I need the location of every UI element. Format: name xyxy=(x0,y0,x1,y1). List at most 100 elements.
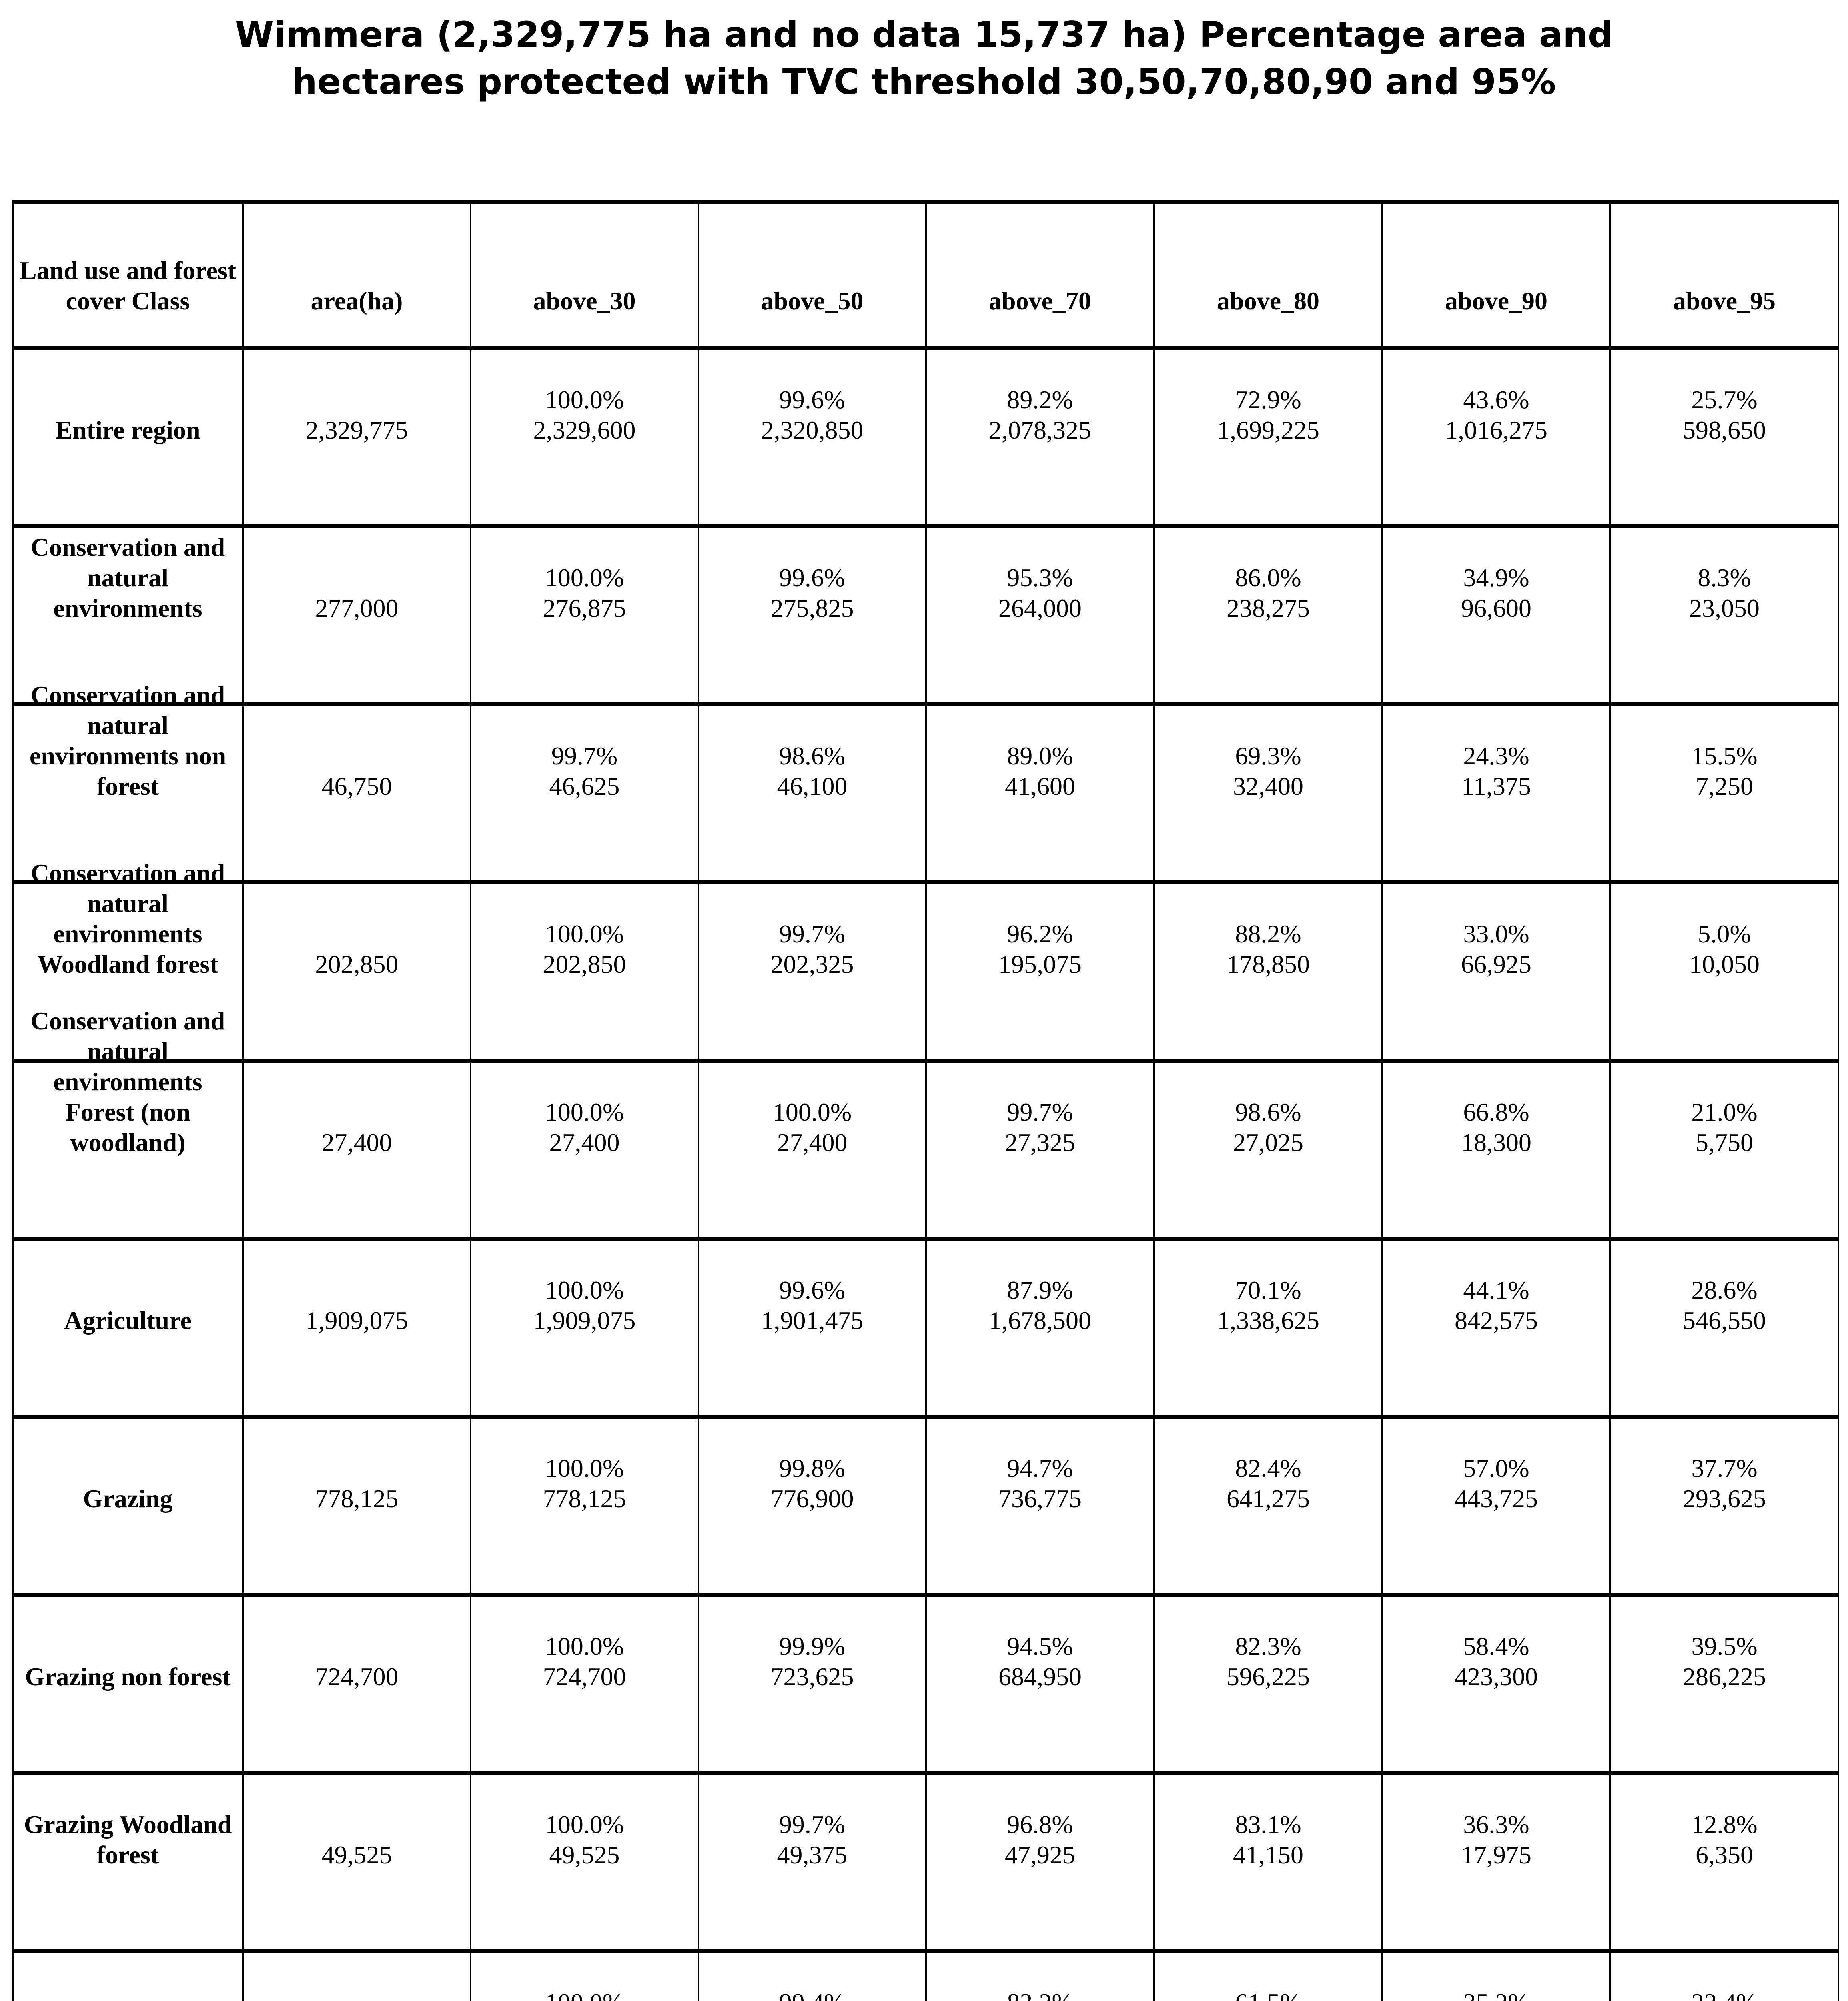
ha-value: 596,225 xyxy=(1227,1662,1310,1691)
ha-value: 2,320,850 xyxy=(761,415,864,444)
pct-value: 100.0% xyxy=(545,563,624,592)
ha-value: 723,625 xyxy=(770,1662,854,1691)
value-cell: 57.0% 443,725 xyxy=(1381,1415,1611,1597)
value-cell: 89.2% 2,078,325 xyxy=(925,346,1155,528)
pct-value: 35.2% xyxy=(1385,1987,1607,2001)
pct-value: 98.6% xyxy=(1235,1097,1301,1126)
ha-value: 195,075 xyxy=(998,950,1082,978)
value-cell: 94.5% 684,950 xyxy=(925,1593,1155,1775)
value-cell: 82.3% 596,225 xyxy=(1153,1593,1383,1775)
value-cell: 43.6% 1,016,275 xyxy=(1381,346,1611,528)
ha-value: 49,375 xyxy=(777,1840,848,1869)
header-above90: above_90 xyxy=(1381,200,1611,350)
pct-value: 100.0% xyxy=(545,1454,624,1482)
area-cell: 202,850 xyxy=(242,880,471,1063)
ha-value: 276,875 xyxy=(543,593,626,622)
header-above80: above_80 xyxy=(1153,200,1383,350)
area-value: 724,700 xyxy=(315,1662,399,1691)
pct-value: 70.1% xyxy=(1235,1275,1301,1304)
area-value: 1,909,075 xyxy=(305,1306,408,1335)
pct-value: 100.0% xyxy=(545,1632,624,1660)
value-cell: 83.2%936,525 xyxy=(925,1949,1155,2001)
header-label: above_30 xyxy=(533,287,636,315)
value-cell: 58.4% 423,300 xyxy=(1381,1593,1611,1775)
pct-value: 99.7% xyxy=(779,1810,846,1839)
value-cell: 100.0% 49,525 xyxy=(470,1771,699,1953)
ha-value: 238,275 xyxy=(1227,593,1310,622)
pct-value: 82.4% xyxy=(1235,1454,1301,1482)
ha-value: 41,600 xyxy=(1005,772,1075,800)
area-cell: 724,700 xyxy=(242,1593,471,1775)
ha-value: 684,950 xyxy=(998,1662,1082,1691)
value-cell: 8.3% 23,050 xyxy=(1609,524,1839,706)
value-cell: 86.0% 238,275 xyxy=(1153,524,1383,706)
area-cell: 2,329,775 xyxy=(242,346,471,528)
area-value: 46,750 xyxy=(321,772,392,800)
table-row: Conservation and natural environments 27… xyxy=(12,524,1839,706)
ha-value: 5,750 xyxy=(1696,1128,1753,1157)
pct-value: 57.0% xyxy=(1463,1454,1529,1482)
class-cell: Conservation and natural environments Wo… xyxy=(12,859,244,1063)
pct-value: 95.3% xyxy=(1007,563,1073,592)
class-label: Conservation and natural environments Wo… xyxy=(30,858,225,978)
header-label: Land use and forest cover Class xyxy=(19,256,237,315)
pct-value: 21.0% xyxy=(1691,1097,1758,1126)
ha-value: 724,700 xyxy=(543,1662,626,1691)
value-cell: 44.1% 842,575 xyxy=(1381,1237,1611,1419)
value-cell: 39.5% 286,225 xyxy=(1609,1593,1839,1775)
table-row: Entire region 2,329,775 100.0% 2,329,600 … xyxy=(12,346,1839,528)
header-class: Land use and forest cover Class xyxy=(12,200,244,350)
ha-value: 96,600 xyxy=(1461,593,1531,622)
ha-value: 2,329,600 xyxy=(533,415,636,444)
pct-value: 24.3% xyxy=(1463,741,1529,770)
value-cell: 98.6% 27,025 xyxy=(1153,1059,1383,1241)
ha-value: 1,678,500 xyxy=(989,1306,1091,1335)
ha-value: 264,000 xyxy=(998,593,1082,622)
value-cell: 100.0% 27,400 xyxy=(698,1059,927,1241)
pct-value: 66.8% xyxy=(1463,1097,1529,1126)
value-cell: 99.6% 1,901,475 xyxy=(698,1237,927,1419)
pct-value: 82.3% xyxy=(1235,1632,1301,1660)
pct-value: 34.9% xyxy=(1463,563,1529,592)
pct-value: 99.7% xyxy=(1007,1097,1073,1126)
pct-value: 96.2% xyxy=(1007,919,1073,948)
table-row: Conservation and natural environments no… xyxy=(12,681,1839,884)
pct-value: 83.2% xyxy=(929,1987,1151,2001)
ha-value: 546,550 xyxy=(1683,1306,1766,1335)
pct-value: 99.8% xyxy=(779,1454,846,1482)
ha-value: 842,575 xyxy=(1455,1306,1538,1335)
value-cell: 99.7% 46,625 xyxy=(470,702,699,884)
class-label: Grazing non forest xyxy=(25,1662,231,1691)
ha-value: 27,325 xyxy=(1005,1128,1075,1157)
header-above95: above_95 xyxy=(1609,200,1839,350)
value-cell: 21.0% 5,750 xyxy=(1609,1059,1839,1241)
value-cell: 99.7% 202,325 xyxy=(698,880,927,1063)
pct-value: 100.0% xyxy=(545,1275,624,1304)
class-cell: Cropping xyxy=(12,1949,244,2001)
value-cell: 99.4%1,119,300 xyxy=(698,1949,927,2001)
pct-value: 99.7% xyxy=(551,741,618,770)
value-cell: 15.5% 7,250 xyxy=(1609,702,1839,884)
header-label: above_50 xyxy=(761,287,864,315)
pct-value: 96.8% xyxy=(1007,1810,1073,1839)
page-title-line1: Wimmera (2,329,775 ha and no data 15,737… xyxy=(235,14,1613,55)
class-label: Grazing Woodland forest xyxy=(24,1810,232,1869)
ha-value: 286,225 xyxy=(1683,1662,1766,1691)
value-cell: 100.0% 724,700 xyxy=(470,1593,699,1775)
header-label: area(ha) xyxy=(311,287,403,315)
page-title-line2: hectares protected with TVC threshold 30… xyxy=(292,61,1556,102)
table-row: Agriculture 1,909,075 100.0% 1,909,075 99… xyxy=(12,1237,1839,1419)
value-cell: 99.9% 723,625 xyxy=(698,1593,927,1775)
value-cell: 96.8% 47,925 xyxy=(925,1771,1155,1953)
class-label: Conservation and natural environments no… xyxy=(29,680,226,800)
value-cell: 100.0%1,125,675 xyxy=(470,1949,699,2001)
pct-value: 25.7% xyxy=(1691,385,1758,414)
pct-value: 98.6% xyxy=(779,741,846,770)
ha-value: 1,016,275 xyxy=(1445,415,1547,444)
value-cell: 99.7% 49,375 xyxy=(698,1771,927,1953)
area-value: 778,125 xyxy=(315,1484,399,1513)
table-header-row: Land use and forest cover Class area(ha)… xyxy=(12,200,1839,350)
pct-value: 39.5% xyxy=(1691,1632,1758,1660)
pct-value: 44.1% xyxy=(1463,1275,1529,1304)
value-cell: 82.4% 641,275 xyxy=(1153,1415,1383,1597)
